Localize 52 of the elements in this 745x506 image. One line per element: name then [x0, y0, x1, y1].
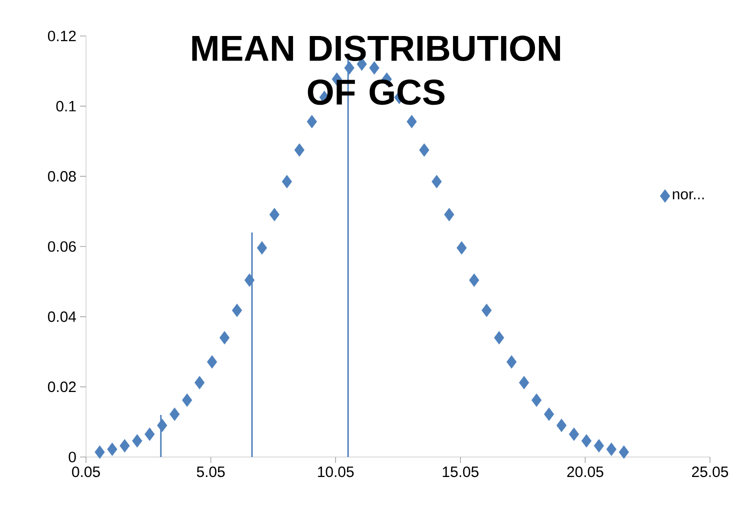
point	[456, 241, 467, 255]
point	[244, 273, 255, 287]
legend-label: nor...	[672, 191, 704, 200]
point	[144, 427, 155, 441]
point	[556, 418, 567, 432]
y-tick-label: 0.12	[48, 30, 76, 42]
point	[594, 439, 604, 452]
point	[606, 442, 616, 456]
point	[232, 304, 242, 318]
x-tick-label: 5.05	[196, 466, 225, 478]
point	[531, 393, 542, 407]
point	[194, 376, 205, 390]
point	[581, 434, 592, 448]
point	[544, 408, 554, 421]
point	[344, 61, 354, 75]
x-tick-label: 20.05	[567, 466, 604, 478]
point	[182, 393, 192, 407]
point	[306, 114, 317, 128]
x-tick-label: 15.05	[442, 466, 478, 478]
y-tick-label: 0.06	[48, 241, 76, 252]
point	[494, 331, 504, 344]
y-tick-label: 0.04	[48, 311, 76, 322]
point	[170, 408, 180, 421]
point	[469, 273, 480, 287]
x-tick-label: 0.05	[72, 466, 100, 478]
point	[107, 442, 118, 456]
point	[256, 241, 268, 255]
point	[618, 445, 629, 459]
point	[294, 143, 304, 157]
x-tick-label: 10.05	[318, 466, 354, 478]
x-tick-label: 25.05	[692, 466, 728, 478]
point	[219, 331, 230, 344]
point	[282, 174, 292, 188]
point	[157, 418, 168, 432]
point	[369, 61, 380, 75]
point	[506, 355, 517, 369]
point	[94, 445, 105, 459]
point	[269, 208, 280, 222]
point	[432, 174, 442, 188]
point	[132, 434, 142, 448]
point	[444, 208, 454, 222]
point	[406, 114, 417, 128]
y-tick-label: 0.02	[48, 382, 76, 392]
point	[518, 376, 530, 390]
point	[482, 304, 492, 318]
y-tick-label: 0	[68, 452, 76, 462]
point	[419, 143, 430, 157]
point	[206, 355, 218, 369]
point	[568, 427, 580, 441]
y-tick-label: 0.08	[48, 171, 76, 182]
point	[120, 439, 130, 452]
y-tick-label: 0.1	[56, 100, 76, 112]
